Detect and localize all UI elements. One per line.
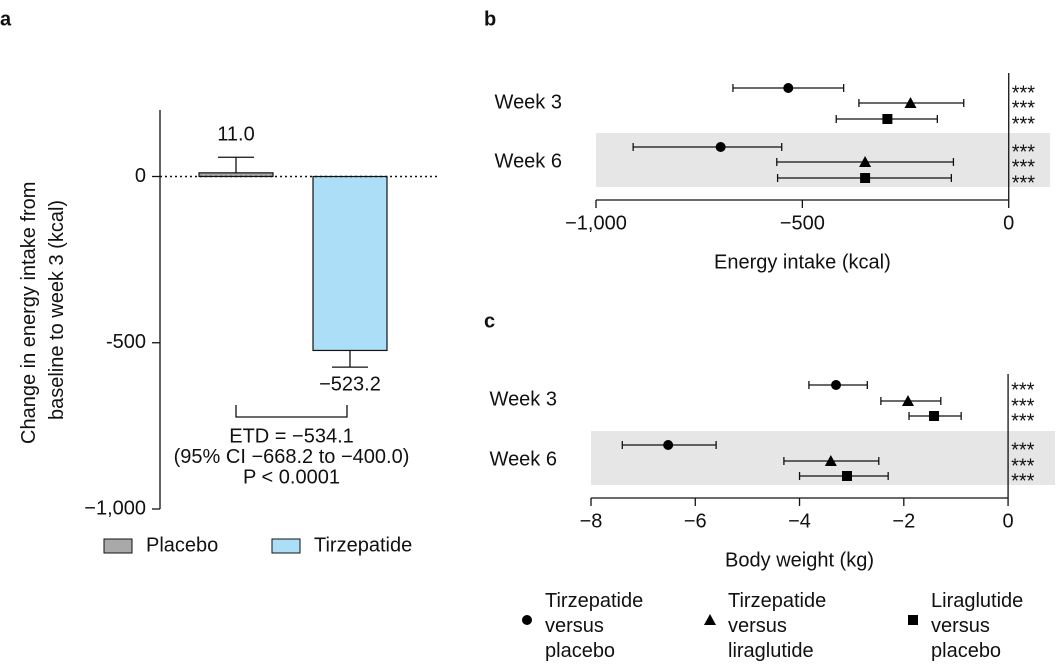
x-tick-label: −2 [892,510,915,532]
point [929,411,940,421]
x-tick-label: −1,000 [565,212,627,234]
significance: *** [1012,172,1036,194]
annotation: P < 0.0001 [243,466,340,488]
y-tick-label: Week 6 [495,150,562,172]
bracket [235,405,348,418]
x-tick-label: 0 [1003,212,1014,234]
significance: *** [1012,113,1036,135]
panel-label: b [484,8,496,30]
row-shade [596,133,1050,187]
legend-label: Tirzepatide versus liraglutide [728,590,832,662]
x-tick-label: 0 [1003,510,1014,532]
significance: *** [1011,395,1035,417]
legend-label: Tirzepatide [314,534,412,556]
significance: *** [1012,97,1036,119]
significance: *** [1012,141,1036,163]
annotation: ETD = −534.1 [229,425,354,447]
annotation: (95% CI −668.2 to −400.0) [174,446,410,468]
y-tick-label: 0 [135,165,146,187]
x-tick-label: −8 [580,510,603,532]
point [882,114,893,124]
point [715,142,726,152]
x-tick-label: −6 [684,510,707,532]
significance: *** [1012,156,1036,178]
x-axis-label: Body weight (kg) [725,549,874,571]
point [841,471,852,481]
value-label: 11.0 [217,123,254,145]
y-tick-label: -500 [106,331,146,353]
legend-label: Tirzepatide versus placebo [545,590,649,662]
legend-label: Placebo [146,534,218,556]
y-tick-label: Week 3 [495,91,562,113]
x-tick-label: −4 [788,510,811,532]
y-tick-label: −1,000 [84,497,146,519]
legend-marker [522,615,532,625]
y-tick-label: Week 6 [490,448,557,470]
significance: *** [1011,439,1035,461]
point [859,156,872,167]
point [901,395,914,406]
x-axis-label: Energy intake (kcal) [714,251,891,273]
value-label: −523.2 [319,373,381,395]
y-tick-label: Week 3 [490,388,557,410]
point [824,455,837,466]
point [663,440,674,450]
significance: *** [1011,410,1035,432]
point [783,83,794,93]
bar [312,175,388,352]
significance: *** [1011,379,1035,401]
legend-swatch [103,538,133,554]
panel-label: c [484,310,495,332]
row-shade [591,431,1055,485]
legend-label: Liraglutide versus placebo [931,590,1029,662]
point [831,380,842,390]
legend-marker [704,614,716,625]
panel-label: a [0,8,12,30]
significance: *** [1011,455,1035,477]
significance: *** [1011,470,1035,492]
point [904,97,917,108]
legend-swatch [271,538,301,554]
point [860,173,871,183]
y-axis-label: Change in energy intake from baseline to… [18,176,68,444]
legend-marker [908,615,918,625]
significance: *** [1012,82,1036,104]
x-tick-label: −500 [780,212,825,234]
